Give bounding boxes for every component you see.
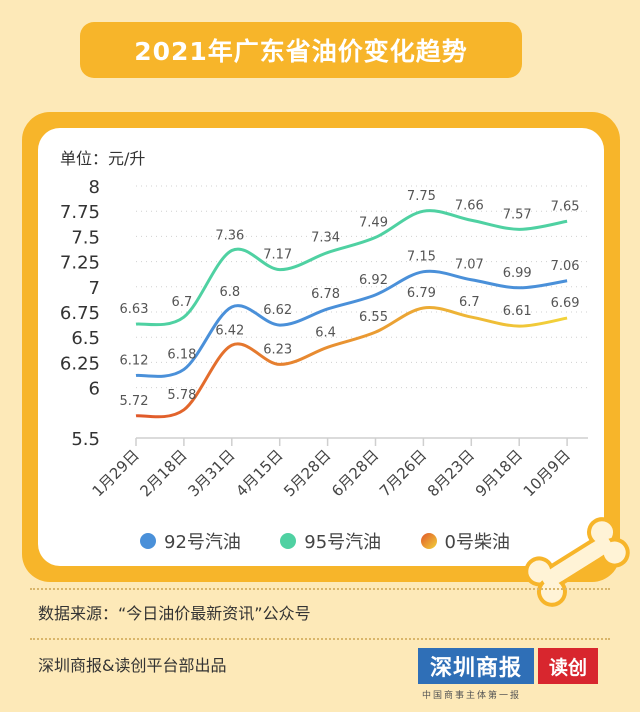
x-tick-label: 9月18日 bbox=[472, 446, 526, 500]
data-label: 7.07 bbox=[455, 258, 484, 273]
y-tick-label: 7 bbox=[89, 278, 100, 299]
data-label: 6.61 bbox=[503, 304, 532, 319]
data-label: 7.34 bbox=[311, 231, 340, 246]
x-tick-label: 1月29日 bbox=[89, 446, 143, 500]
legend-item-95: 95号汽油 bbox=[280, 528, 381, 554]
legend-dot-diesel bbox=[420, 533, 437, 549]
y-tick-label: 5.5 bbox=[71, 429, 100, 450]
x-tick-label: 2月18日 bbox=[137, 446, 191, 500]
data-label: 6.79 bbox=[407, 286, 436, 301]
data-source: 数据来源：“今日油价最新资讯”公众号 bbox=[38, 604, 311, 623]
title-banner: 2021年广东省油价变化趋势 bbox=[80, 22, 522, 78]
data-label: 5.72 bbox=[120, 394, 149, 409]
legend: 92号汽油 95号汽油 0号柴油 bbox=[140, 528, 510, 554]
x-tick-label: 8月23日 bbox=[424, 446, 478, 500]
y-tick-label: 6.5 bbox=[71, 328, 100, 349]
data-label: 6.92 bbox=[359, 273, 388, 288]
data-label: 7.65 bbox=[551, 199, 580, 214]
data-label: 6.78 bbox=[311, 287, 340, 302]
data-label: 5.78 bbox=[167, 388, 196, 403]
y-tick-label: 7.75 bbox=[60, 202, 100, 223]
x-tick-label: 7月26日 bbox=[376, 446, 430, 500]
logo-sub: 读创 bbox=[538, 648, 598, 684]
legend-dot-95 bbox=[280, 533, 297, 549]
data-label: 6.55 bbox=[359, 310, 388, 325]
legend-label-diesel: 0号柴油 bbox=[444, 532, 510, 553]
data-label: 6.18 bbox=[167, 347, 196, 362]
data-label: 6.8 bbox=[219, 285, 240, 300]
y-tick-label: 6.75 bbox=[60, 303, 100, 324]
divider-top bbox=[30, 588, 610, 590]
y-tick-label: 7.25 bbox=[60, 253, 100, 274]
y-tick-label: 6 bbox=[89, 379, 100, 400]
data-label: 7.75 bbox=[407, 189, 436, 204]
data-label: 6.42 bbox=[215, 323, 244, 338]
data-label: 6.69 bbox=[551, 296, 580, 311]
logo-main: 深圳商报 bbox=[418, 648, 534, 684]
x-tick-label: 5月28日 bbox=[280, 446, 334, 500]
data-label: 6.7 bbox=[459, 295, 480, 310]
data-label: 6.99 bbox=[503, 266, 532, 281]
logo-slogan: 中国商事主体第一报 bbox=[422, 691, 522, 701]
data-label: 6.23 bbox=[263, 342, 292, 357]
data-label: 6.4 bbox=[315, 325, 336, 340]
x-tick-label: 4月15日 bbox=[232, 446, 286, 500]
bone-icon bbox=[524, 517, 630, 607]
legend-label-92: 92号汽油 bbox=[164, 532, 241, 553]
x-tick-label: 3月31日 bbox=[184, 446, 238, 500]
data-label: 7.66 bbox=[455, 198, 484, 213]
legend-dot-92 bbox=[140, 533, 156, 549]
data-label: 6.12 bbox=[120, 354, 149, 369]
divider-bottom bbox=[30, 638, 610, 640]
y-tick-label: 6.25 bbox=[60, 353, 100, 374]
y-tick-label: 8 bbox=[89, 177, 100, 198]
legend-item-diesel: 0号柴油 bbox=[420, 528, 510, 554]
data-label: 7.49 bbox=[359, 215, 388, 230]
data-label: 7.36 bbox=[215, 229, 244, 244]
chart-card bbox=[38, 128, 604, 566]
chart-title: 2021年广东省油价变化趋势 bbox=[134, 37, 468, 66]
legend-item-92: 92号汽油 bbox=[140, 528, 241, 554]
x-tick-label: 10月9日 bbox=[520, 446, 574, 500]
data-label: 6.63 bbox=[120, 302, 149, 317]
series-92-line bbox=[135, 269, 568, 378]
footer-credit: 深圳商报&读创平台部出品 bbox=[38, 656, 227, 675]
series-diesel-line bbox=[135, 306, 568, 419]
publisher-logo: 深圳商报 读创 中国商事主体第一报 bbox=[418, 648, 600, 701]
unit-label: 单位：元/升 bbox=[60, 149, 145, 168]
data-label: 7.17 bbox=[263, 248, 292, 263]
data-label: 7.57 bbox=[503, 207, 532, 222]
data-label: 6.62 bbox=[263, 303, 292, 318]
y-tick-label: 7.5 bbox=[71, 227, 100, 248]
legend-label-95: 95号汽油 bbox=[304, 532, 382, 553]
data-label: 7.06 bbox=[551, 259, 580, 274]
data-label: 6.7 bbox=[172, 295, 193, 310]
x-tick-label: 6月28日 bbox=[328, 446, 382, 500]
data-label: 7.15 bbox=[407, 250, 436, 265]
series-95-line bbox=[135, 209, 568, 327]
